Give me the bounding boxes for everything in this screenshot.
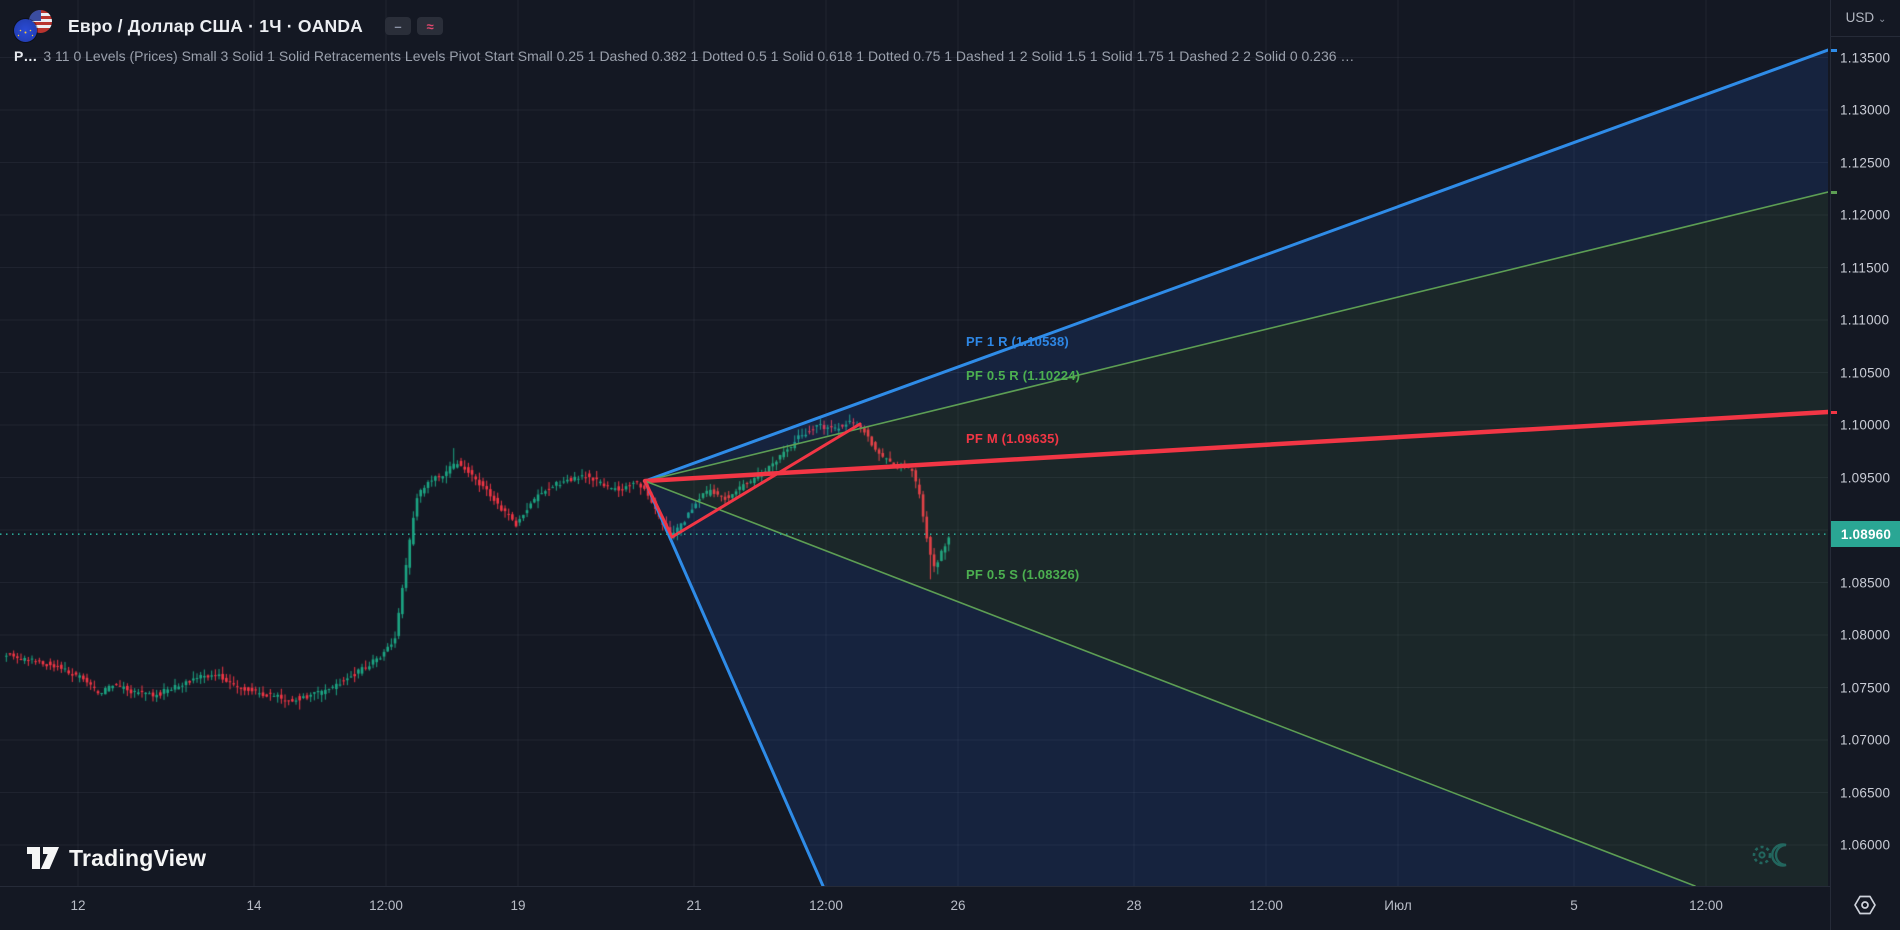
time-axis-label: 21: [686, 898, 702, 913]
line-end-axis-tick: [1831, 191, 1837, 194]
price-axis-label: 1.08500: [1840, 575, 1891, 590]
tradingview-logo-icon: [27, 847, 59, 869]
currency-scale-dropdown[interactable]: USD ⌄: [1831, 0, 1900, 37]
price-axis-label: 1.07000: [1840, 732, 1891, 748]
time-axis-label: 28: [1126, 898, 1142, 913]
pitchfan-settings-readout: P… 3 11 0 Levels (Prices) Small 3 Solid 1…: [14, 48, 1354, 64]
current-price-badge: 1.08960: [1831, 521, 1900, 548]
symbol-title[interactable]: Евро / Доллар США · 1Ч · OANDA: [68, 15, 364, 36]
pitchfan-line-s05[interactable]: [644, 480, 1696, 886]
price-axis-label: 1.10500: [1840, 365, 1891, 380]
eu-flag-icon: [14, 19, 37, 42]
pitchfan-handle-segment[interactable]: [643, 479, 674, 539]
pitchfan-line-m[interactable]: [642, 409, 1828, 484]
pitchfan-label-s05: PF 0.5 S (1.08326): [966, 567, 1080, 582]
pitchfan-fill-m: [645, 412, 1828, 886]
price-axis-label: 1.06000: [1840, 837, 1891, 853]
legend-wave-indicator-button[interactable]: ≈: [417, 17, 444, 35]
time-axis-label: 12:00: [369, 898, 403, 913]
price-axis-label: 1.12000: [1840, 207, 1891, 223]
time-axis-label: 14: [246, 898, 262, 913]
time-axis-label: 12: [70, 898, 86, 913]
pitchfan-label-r05: PF 0.5 R (1.10224): [966, 368, 1081, 383]
pitchfan-line-r1[interactable]: [643, 48, 1828, 483]
tradingview-watermark-text: TradingView: [69, 844, 207, 871]
price-axis-label: 1.10000: [1840, 417, 1891, 433]
price-axis-label: 1.08000: [1840, 627, 1891, 643]
pitchfan-label-r1: PF 1 R (1.10538): [966, 334, 1069, 349]
time-axis-label: 26: [950, 898, 966, 913]
drawing-toolbar-ghost-icon[interactable]: [1750, 842, 1794, 868]
line-end-axis-tick: [1831, 411, 1837, 414]
eurusd-pair-icon: [14, 10, 58, 42]
pitchfan-line-r05[interactable]: [644, 191, 1828, 482]
line-end-axis-tick: [1831, 49, 1837, 52]
time-axis-label: Июл: [1384, 898, 1412, 913]
price-axis-label: 1.13500: [1840, 50, 1891, 65]
chart-legend: Евро / Доллар США · 1Ч · OANDA – ≈ P… 3 1…: [14, 10, 1354, 64]
price-axis-label: 1.06500: [1840, 785, 1891, 800]
pitchfan-drawing-overlay: [0, 48, 1828, 886]
price-axis-label: 1.07500: [1840, 680, 1891, 695]
pane-settings-hexagon-button[interactable]: [1852, 892, 1878, 918]
pitchfan-label-m: PF M (1.09635): [966, 431, 1060, 446]
time-axis-label: 19: [510, 898, 526, 913]
price-axis-label: 1.11000: [1840, 312, 1890, 328]
time-axis-label: 12:00: [1249, 898, 1283, 913]
indicator-abbreviation: P…: [14, 48, 38, 64]
price-axis[interactable]: USD ⌄ 1.08960 1.13500 1.13000 1.12500 1.120…: [1830, 0, 1900, 930]
price-axis-label: 1.09500: [1840, 470, 1891, 485]
price-axis-label: 1.13000: [1840, 102, 1891, 118]
indicator-settings-values: 3 11 0 Levels (Prices) Small 3 Solid 1 S…: [43, 48, 1355, 64]
time-axis-label: 12:00: [809, 898, 843, 913]
time-axis[interactable]: 12 14 12:00 19 21 12:00 26 28 12:00 Июл 5 12:00: [0, 886, 1900, 930]
time-axis-label: 5: [1570, 898, 1578, 913]
price-axis-label: 1.12500: [1840, 155, 1891, 170]
chevron-down-icon: ⌄: [1877, 14, 1887, 25]
pitchfan-handle-segment[interactable]: [670, 422, 862, 539]
price-axis-label: 1.11500: [1840, 260, 1890, 275]
tradingview-watermark: TradingView: [26, 843, 206, 873]
legend-collapse-button[interactable]: –: [385, 17, 412, 35]
pitchfan-line-s1[interactable]: [643, 479, 825, 886]
candlestick-pane[interactable]: [0, 0, 1828, 886]
time-axis-label: 12:00: [1689, 898, 1723, 913]
